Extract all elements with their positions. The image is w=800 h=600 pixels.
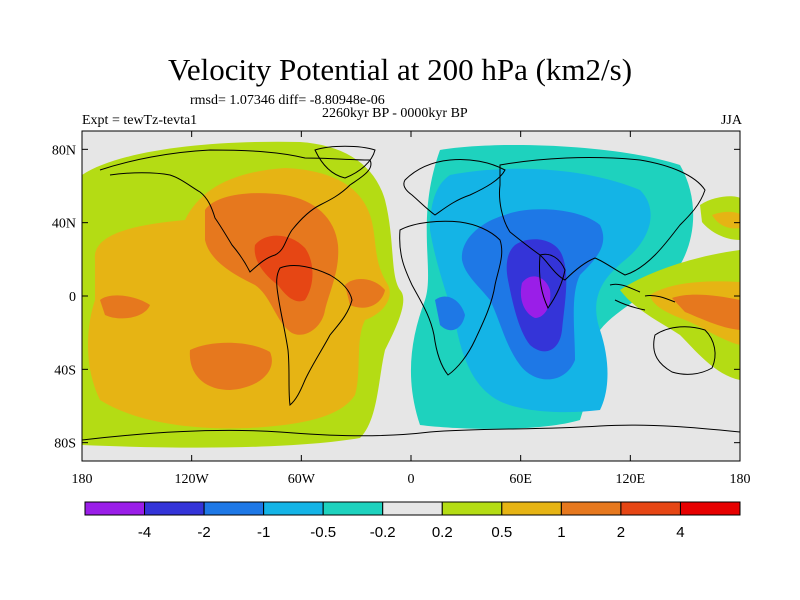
x-tick-label: 120E [616,472,646,487]
colorbar-label: -2 [197,524,210,541]
coastlines [82,145,740,441]
coast-antarctica [82,424,740,441]
coast-asia [499,157,706,281]
coast-africa [399,220,503,376]
rmsd-stats: rmsd= 1.07346 diff= -8.80948e-06 [190,93,385,108]
colorbar-label: -0.5 [310,524,336,541]
colorbar: -4 -2 -1 -0.5 -0.2 0.2 0.5 1 2 4 [84,501,741,541]
colorbar-swatch [322,501,384,516]
time-period: 2260kyr BP - 0000kyr BP [322,106,468,121]
coast-north-america [99,149,372,273]
x-tick-label: 0 [408,472,415,487]
contour-negative-4 [520,276,551,318]
colorbar-swatch [263,501,324,516]
colorbar-label: 2 [617,524,625,541]
colorbar-swatch [441,501,503,516]
colorbar-swatch [501,501,562,516]
colorbar-label: 4 [676,524,684,541]
colorbar-swatch [679,501,741,516]
contour-positive-2 [254,235,313,302]
colorbar-swatch [620,501,681,516]
contour-negative-1-west [435,296,465,331]
coast-greenland [314,145,376,179]
colorbar-label: 0.5 [491,524,512,541]
x-tick-label: 60W [288,472,316,487]
season-label: JJA [720,113,742,128]
contour-positive-1-westpac [672,294,740,330]
y-tick-label: 40S [54,363,76,378]
colorbar-label: 0.2 [432,524,453,541]
coast-australia [653,326,716,375]
y-tick-label: 80N [52,143,76,158]
x-tick-label: 60E [509,472,532,487]
colorbar-label: -4 [138,524,151,541]
contour-positive-1-eastpac [100,295,150,319]
colorbar-label: 1 [557,524,565,541]
coast-europe [403,159,506,216]
chart-title: Velocity Potential at 200 hPa (km2/s) [167,52,633,87]
contour-positive-1-southpac [189,342,272,390]
y-tick-label: 80S [54,437,76,452]
x-axis: 180 120W 60W 0 60E 120E 180 [72,131,751,487]
coast-maritime-continent [609,283,676,311]
coast-india [539,253,566,309]
y-axis: 80N 40N 0 40S 80S [52,143,740,452]
y-tick-label: 40N [52,217,76,232]
coast-south-america [276,265,353,406]
y-tick-label: 0 [69,290,76,305]
colorbar-swatch [203,501,265,516]
x-tick-label: 180 [730,472,751,487]
contour-positive-1-atlantic [345,278,385,308]
x-tick-label: 120W [175,472,210,487]
x-tick-label: 180 [72,472,93,487]
colorbar-label: -0.2 [370,524,396,541]
colorbar-swatch [560,501,622,516]
colorbar-label: -1 [257,524,270,541]
contour-fills [82,141,740,448]
colorbar-swatch [144,501,205,516]
colorbar-swatch [84,501,146,516]
contour-positive-0.5-ne [712,211,740,229]
experiment-label: Expt = tewTz-tevta1 [82,113,198,128]
colorbar-swatch [382,501,443,516]
